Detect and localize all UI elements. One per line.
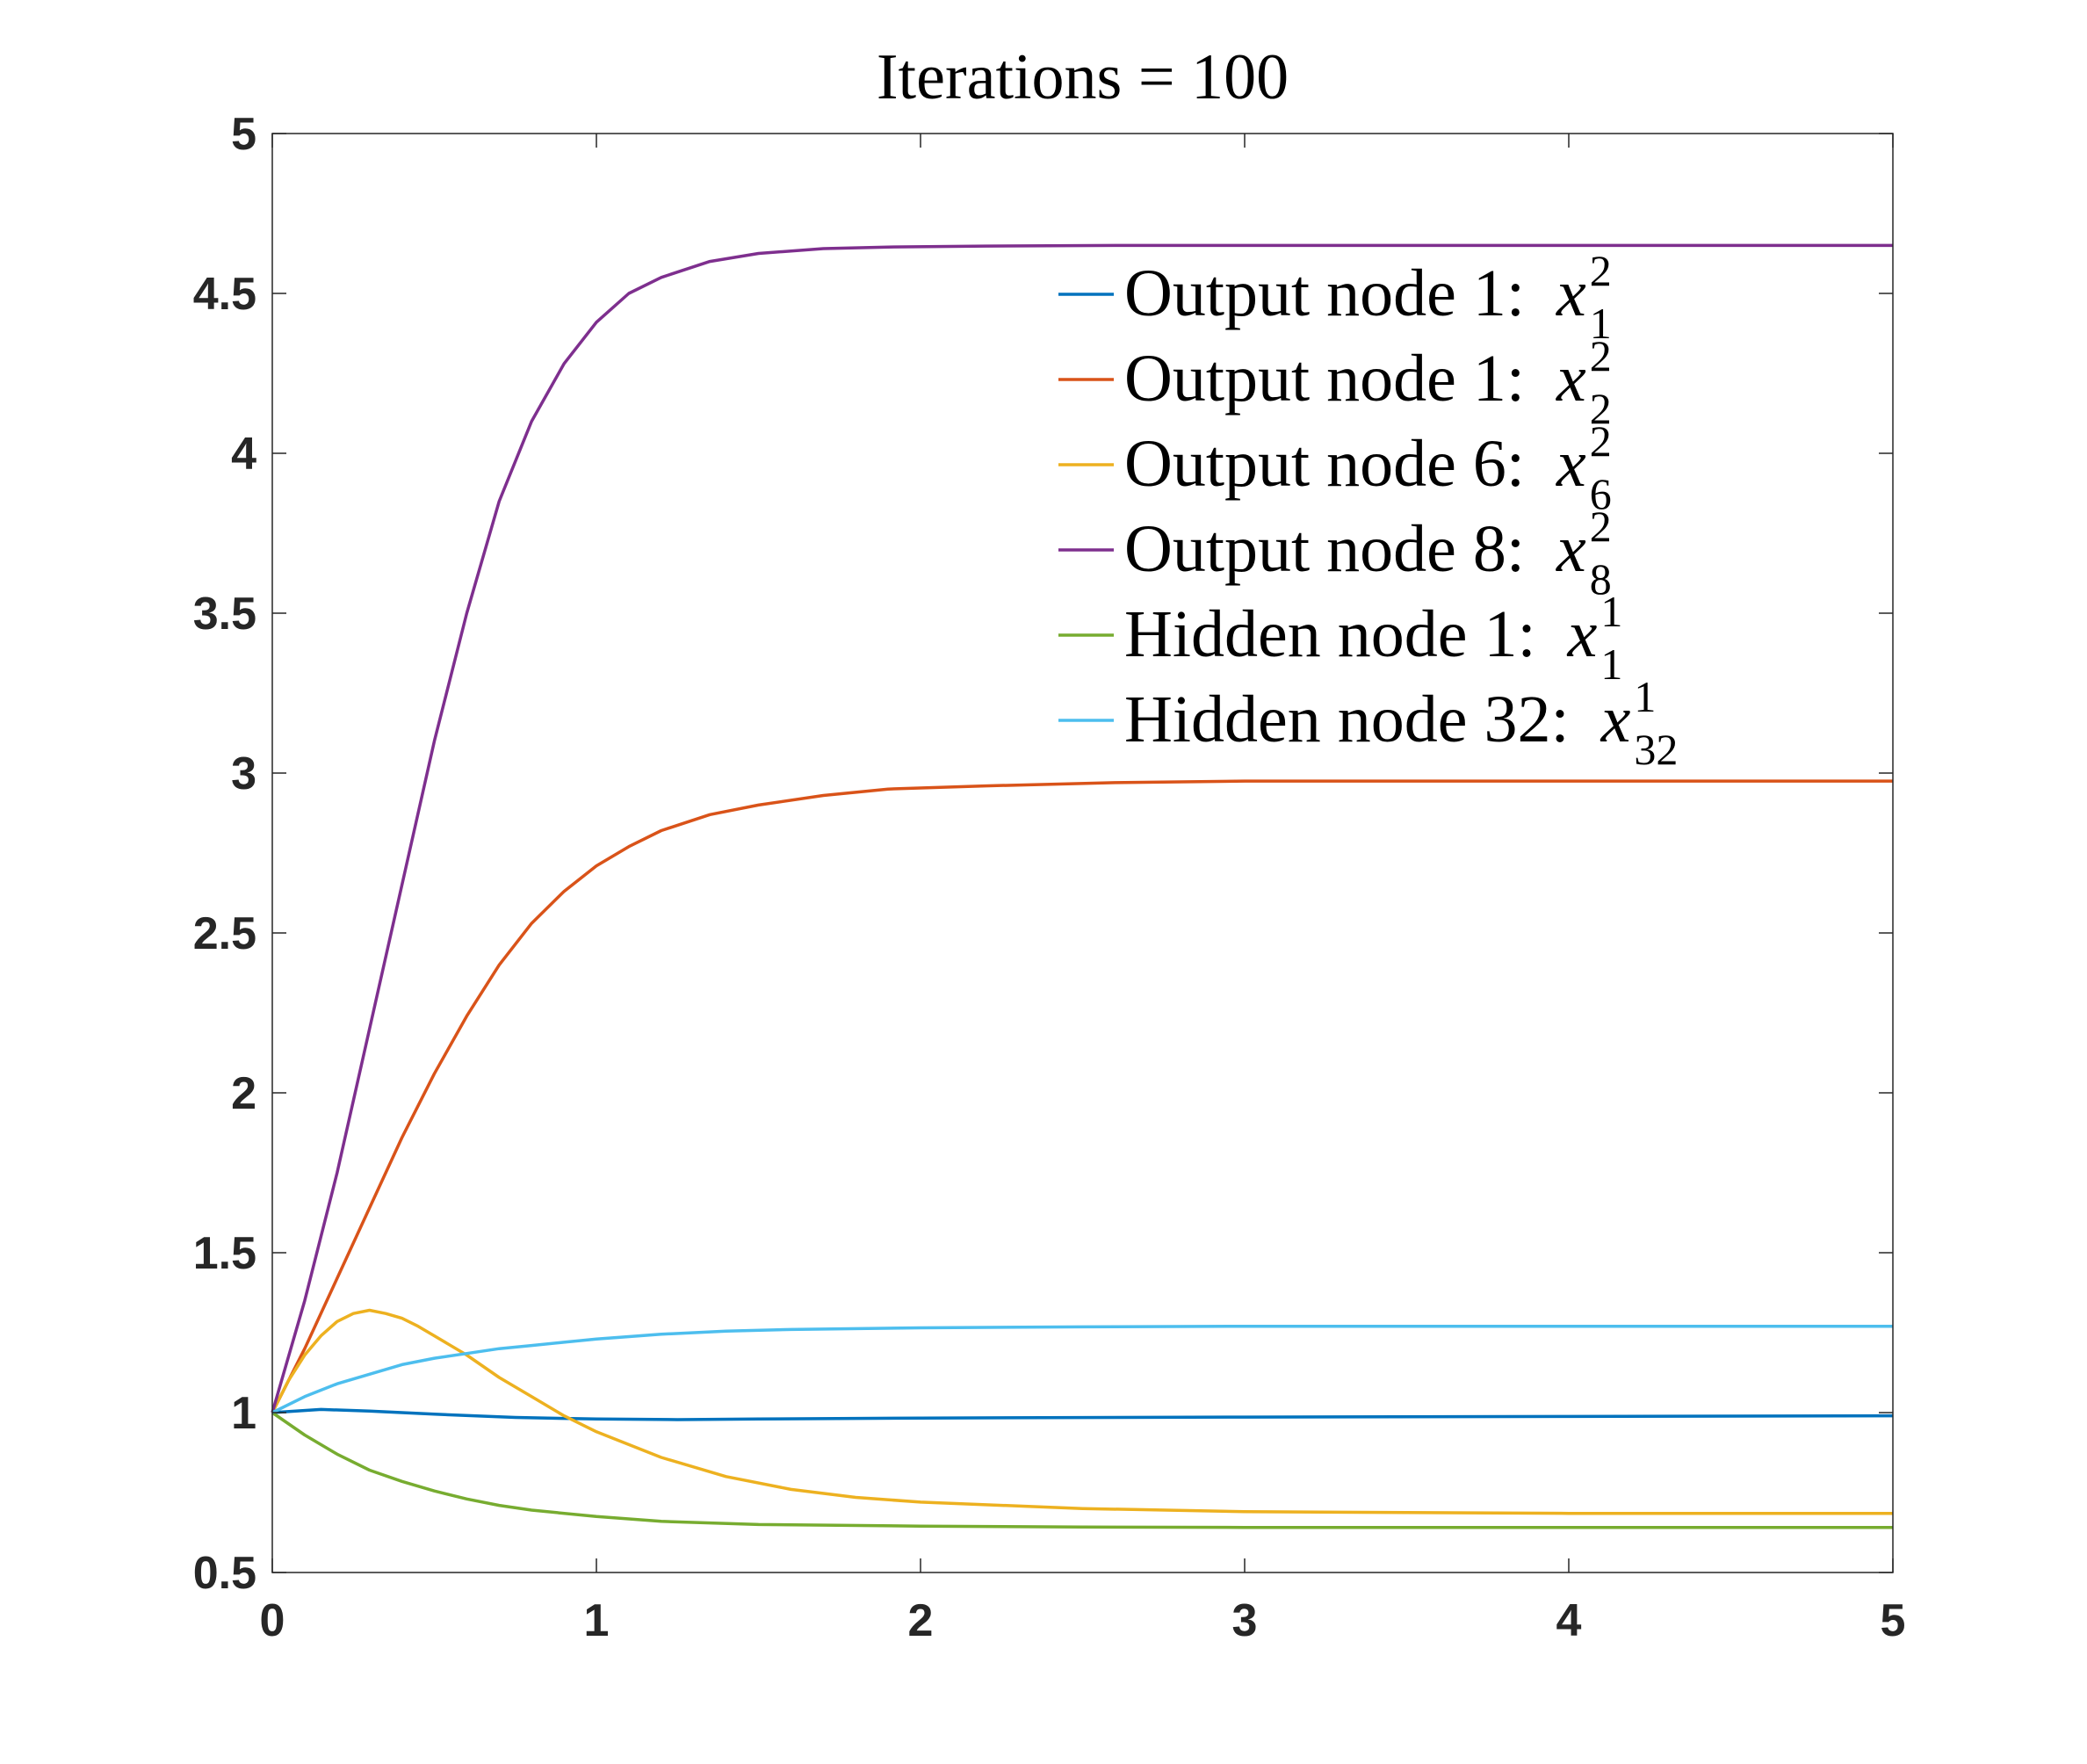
y-tick-label: 3.5 bbox=[193, 589, 256, 640]
chart-title: Iterations = 100 bbox=[877, 41, 1289, 113]
x-axis-tick-labels: 0 1 2 3 4 5 bbox=[260, 1595, 1906, 1646]
legend-entry-5: Hidden node 1: x 11 bbox=[1058, 587, 1622, 689]
legend-label: Output node 1: bbox=[1124, 257, 1525, 330]
legend-entry-1: Output node 1: x 21 bbox=[1058, 246, 1612, 348]
y-tick-label: 1 bbox=[231, 1388, 256, 1439]
legend-variable: x bbox=[1556, 427, 1586, 501]
y-tick-label: 2 bbox=[231, 1068, 256, 1119]
y-axis-tick-labels: 0.5 1 1.5 2 2.5 3 3.5 4 4.5 5 bbox=[193, 109, 256, 1599]
y-tick-label: 4 bbox=[231, 429, 256, 480]
y-tick-label: 3 bbox=[231, 748, 256, 799]
legend-superscript: 2 bbox=[1590, 246, 1612, 295]
legend-subscript: 2 bbox=[1590, 384, 1612, 433]
legend-entry-6: Hidden node 32: x 132 bbox=[1058, 672, 1678, 774]
series-line-2 bbox=[271, 779, 1893, 1413]
x-tick-label: 3 bbox=[1232, 1595, 1258, 1646]
legend-subscript: 6 bbox=[1590, 469, 1612, 518]
x-tick-label: 1 bbox=[584, 1595, 610, 1646]
legend-label: Output node 6: bbox=[1124, 427, 1525, 501]
series-line-6 bbox=[271, 1324, 1893, 1414]
legend-entry-3: Output node 6: x 26 bbox=[1058, 416, 1612, 518]
legend-entry-4: Output node 8: x 28 bbox=[1058, 502, 1612, 604]
legend-superscript: 1 bbox=[1634, 672, 1656, 721]
legend-superscript: 2 bbox=[1590, 502, 1612, 551]
y-tick-label: 2.5 bbox=[193, 908, 256, 959]
legend-subscript: 1 bbox=[1590, 299, 1612, 348]
legend-label: Hidden node 32: bbox=[1124, 683, 1570, 756]
legend-superscript: 2 bbox=[1590, 416, 1612, 466]
x-tick-label: 4 bbox=[1556, 1595, 1582, 1646]
legend-superscript: 2 bbox=[1590, 331, 1612, 380]
y-tick-label: 1.5 bbox=[193, 1228, 256, 1279]
legend-variable: x bbox=[1556, 257, 1586, 330]
axis-ticks bbox=[271, 133, 1894, 1573]
series-line-4 bbox=[271, 243, 1893, 1413]
series-line-1 bbox=[271, 1407, 1894, 1421]
legend-label: Hidden node 1: bbox=[1124, 597, 1536, 671]
legend-variable: x bbox=[1556, 512, 1586, 586]
legend-entry-2: Output node 1: x 22 bbox=[1058, 331, 1612, 433]
x-tick-label: 2 bbox=[908, 1595, 934, 1646]
plot-frame bbox=[271, 133, 1894, 1573]
legend-subscript: 8 bbox=[1590, 554, 1612, 604]
legend-label: Output node 1: bbox=[1124, 342, 1525, 416]
y-tick-label: 0.5 bbox=[193, 1548, 256, 1599]
series-line-3 bbox=[271, 1308, 1893, 1515]
legend-variable: x bbox=[1600, 683, 1631, 756]
legend-superscript: 1 bbox=[1600, 587, 1622, 636]
legend-variable: x bbox=[1556, 342, 1586, 416]
y-tick-label: 5 bbox=[231, 109, 256, 160]
legend-label: Output node 8: bbox=[1124, 512, 1525, 586]
series-line-5 bbox=[271, 1411, 1893, 1529]
series-lines bbox=[271, 243, 1894, 1529]
legend-subscript: 1 bbox=[1600, 640, 1622, 689]
legend-variable: x bbox=[1567, 597, 1598, 671]
x-tick-label: 5 bbox=[1881, 1595, 1906, 1646]
y-tick-label: 4.5 bbox=[193, 269, 256, 320]
legend-subscript: 32 bbox=[1634, 725, 1678, 774]
x-tick-label: 0 bbox=[260, 1595, 285, 1646]
